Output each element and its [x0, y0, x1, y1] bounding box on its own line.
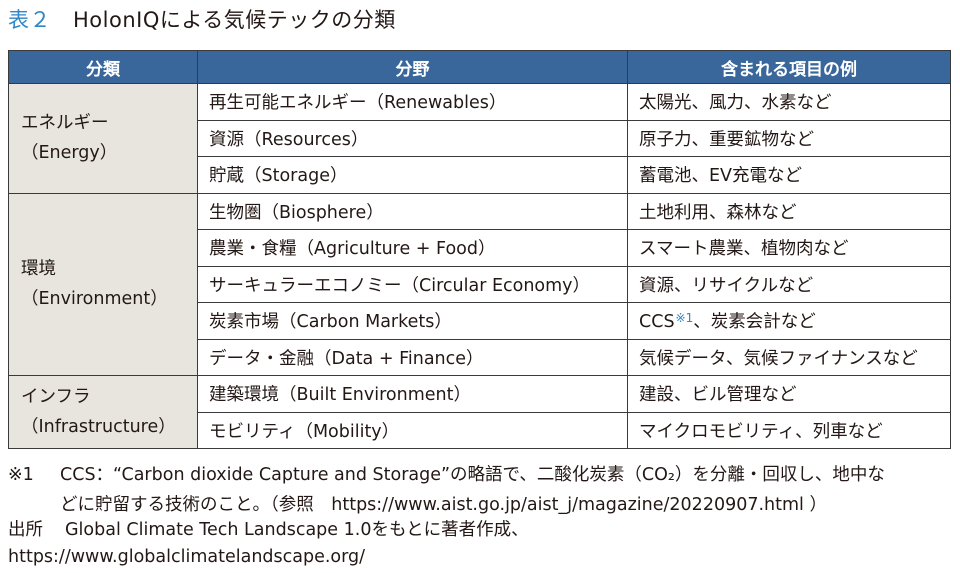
- examples-text: 、炭素会計など: [693, 312, 816, 333]
- header-examples: 含まれる項目の例: [627, 50, 951, 84]
- category-infrastructure: インフラ （Infrastructure）: [8, 375, 198, 449]
- category-environment: 環境 （Environment）: [8, 192, 198, 376]
- table-row: 資源（Resources） 原子力、重要鉱物など: [9, 119, 951, 157]
- examples-cell: 資源、リサイクルなど: [627, 265, 951, 303]
- examples-cell: スマート農業、植物肉など: [627, 229, 951, 267]
- category-label: 環境: [21, 259, 56, 280]
- table-row: 炭素市場（Carbon Markets） CCS※1、炭素会計など: [9, 302, 951, 340]
- examples-text: CCS: [639, 312, 675, 333]
- field-cell: 資源（Resources）: [197, 119, 628, 157]
- footnote-mark: ※1: [8, 465, 34, 485]
- field-cell: 生物圏（Biosphere）: [197, 192, 628, 230]
- category-label-en: （Environment）: [21, 289, 168, 310]
- footnote-line: ※1 CCS：“Carbon dioxide Capture and Storag…: [8, 460, 954, 490]
- examples-cell: 気候データ、気候ファイナンスなど: [627, 338, 951, 376]
- field-cell: モビリティ（Mobility）: [197, 411, 628, 449]
- footnote-text: CCS：“Carbon dioxide Capture and Storage”…: [60, 465, 885, 485]
- table-header-row: 分類 分野 含まれる項目の例: [8, 50, 951, 84]
- header-category: 分類: [8, 50, 198, 84]
- examples-cell: CCS※1、炭素会計など: [627, 302, 951, 340]
- source-url: https://www.globalclimatelandscape.org/: [8, 547, 366, 567]
- field-cell: データ・金融（Data + Finance）: [197, 338, 628, 376]
- examples-cell: 土地利用、森林など: [627, 192, 951, 230]
- examples-cell: 蓄電池、EV充電など: [627, 156, 951, 194]
- field-cell: 農業・食糧（Agriculture + Food）: [197, 229, 628, 267]
- field-cell: 再生可能エネルギー（Renewables）: [197, 83, 628, 121]
- table-row: エネルギー （Energy） 再生可能エネルギー（Renewables） 太陽光…: [8, 83, 951, 194]
- category-label: インフラ: [21, 387, 91, 407]
- field-cell: 炭素市場（Carbon Markets）: [197, 302, 628, 340]
- source-text: Global Climate Tech Landscape 1.0をもとに著者作…: [65, 520, 529, 540]
- category-label-en: （Energy）: [21, 143, 118, 164]
- footnote: ※1 CCS：“Carbon dioxide Capture and Storag…: [8, 460, 954, 520]
- footnote-line: どに貯留する技術のこと。（参照 https://www.aist.go.jp/a…: [60, 495, 827, 515]
- footnote-ref: ※1: [675, 311, 694, 326]
- source-label: 出所: [8, 520, 43, 540]
- table-title: 表２ HolonIQによる気候テックの分類: [8, 2, 396, 38]
- table-number: 表２: [8, 8, 51, 32]
- examples-cell: 原子力、重要鉱物など: [627, 119, 951, 157]
- examples-cell: 太陽光、風力、水素など: [627, 83, 951, 121]
- table-row: モビリティ（Mobility） マイクロモビリティ、列車など: [9, 411, 951, 449]
- table-row: 農業・食糧（Agriculture + Food） スマート農業、植物肉など: [9, 229, 951, 267]
- source-note: 出所 Global Climate Tech Landscape 1.0をもとに著…: [8, 517, 954, 571]
- category-energy: エネルギー （Energy）: [8, 83, 198, 194]
- header-field: 分野: [197, 50, 628, 84]
- table-row: サーキュラーエコノミー（Circular Economy） 資源、リサイクルなど: [9, 265, 951, 303]
- climate-tech-table: 分類 分野 含まれる項目の例 エネルギー （Energy） 再生可能エネルギー（…: [8, 50, 951, 449]
- table-row: インフラ （Infrastructure） 建築環境（Built Environ…: [8, 375, 951, 449]
- examples-cell: マイクロモビリティ、列車など: [627, 411, 951, 449]
- field-cell: サーキュラーエコノミー（Circular Economy）: [197, 265, 628, 303]
- table-title-text: HolonIQによる気候テックの分類: [73, 8, 396, 32]
- category-label: エネルギー: [21, 113, 109, 134]
- field-cell: 貯蔵（Storage）: [197, 156, 628, 194]
- table-row: 環境 （Environment） 生物圏（Biosphere） 土地利用、森林な…: [8, 192, 951, 376]
- examples-cell: 建設、ビル管理など: [627, 375, 951, 413]
- category-label-en: （Infrastructure）: [21, 417, 176, 437]
- source-line: 出所 Global Climate Tech Landscape 1.0をもとに著…: [8, 517, 954, 544]
- table-row: 貯蔵（Storage） 蓄電池、EV充電など: [9, 156, 951, 194]
- field-cell: 建築環境（Built Environment）: [197, 375, 628, 413]
